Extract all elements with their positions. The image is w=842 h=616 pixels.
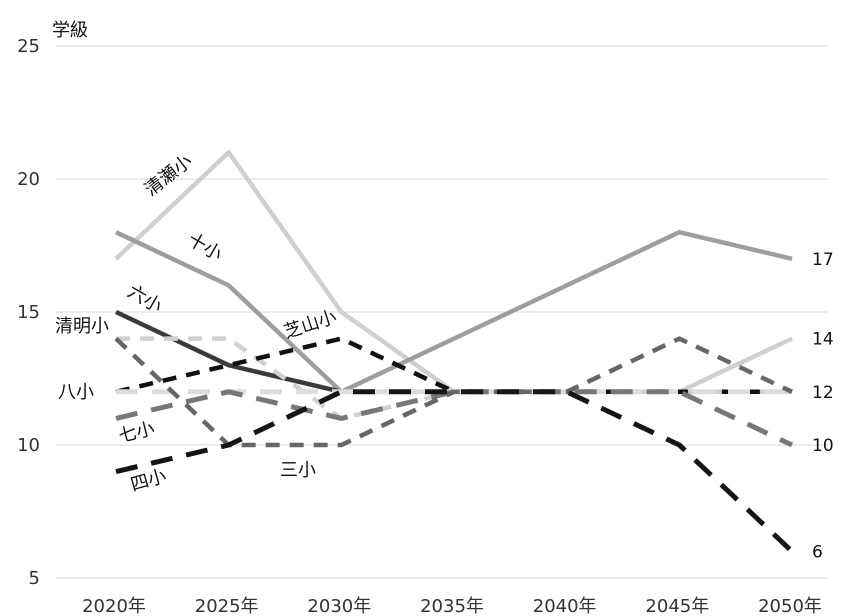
series-line	[114, 150, 793, 395]
end-value-label: 17	[812, 250, 834, 270]
end-value-label: 14	[812, 330, 834, 350]
x-tick-label: 2025年	[195, 596, 259, 616]
x-tick-label: 2020年	[82, 596, 146, 616]
y-tick-label: 20	[17, 169, 40, 190]
x-tick-label: 2045年	[645, 596, 709, 616]
series-line	[116, 336, 792, 421]
series-label: 四小	[128, 466, 168, 496]
y-axis-label: 学級	[52, 20, 88, 41]
y-tick-label: 10	[17, 435, 40, 456]
y-tick-label: 25	[17, 36, 40, 57]
x-axis-ticks: 2020年 2025年 2030年 2035年 2040年 2045年 2050年	[82, 596, 822, 616]
end-labels: 17 14 12 10 6	[812, 250, 834, 563]
series-lines	[114, 150, 794, 554]
gridlines	[56, 45, 828, 579]
series-line	[115, 309, 792, 395]
x-tick-label: 2035年	[420, 596, 484, 616]
series-line	[115, 389, 794, 448]
end-value-label: 10	[812, 436, 834, 456]
y-tick-label: 5	[29, 568, 40, 589]
series-line	[115, 229, 793, 395]
x-tick-label: 2050年	[758, 596, 822, 616]
series-label: 十小	[184, 229, 226, 265]
series-label: 清明小	[55, 316, 109, 337]
series-line	[115, 336, 792, 395]
y-tick-label: 15	[17, 302, 40, 323]
series-line	[115, 389, 794, 554]
x-tick-label: 2030年	[307, 596, 371, 616]
x-tick-label: 2040年	[533, 596, 597, 616]
end-value-label: 6	[812, 542, 823, 562]
end-value-label: 12	[812, 383, 834, 403]
series-label: 三小	[280, 460, 316, 481]
y-axis-ticks: 5 10 15 20 25	[17, 36, 40, 589]
series-label: 七小	[117, 418, 157, 447]
series-label: 八小	[58, 382, 94, 403]
